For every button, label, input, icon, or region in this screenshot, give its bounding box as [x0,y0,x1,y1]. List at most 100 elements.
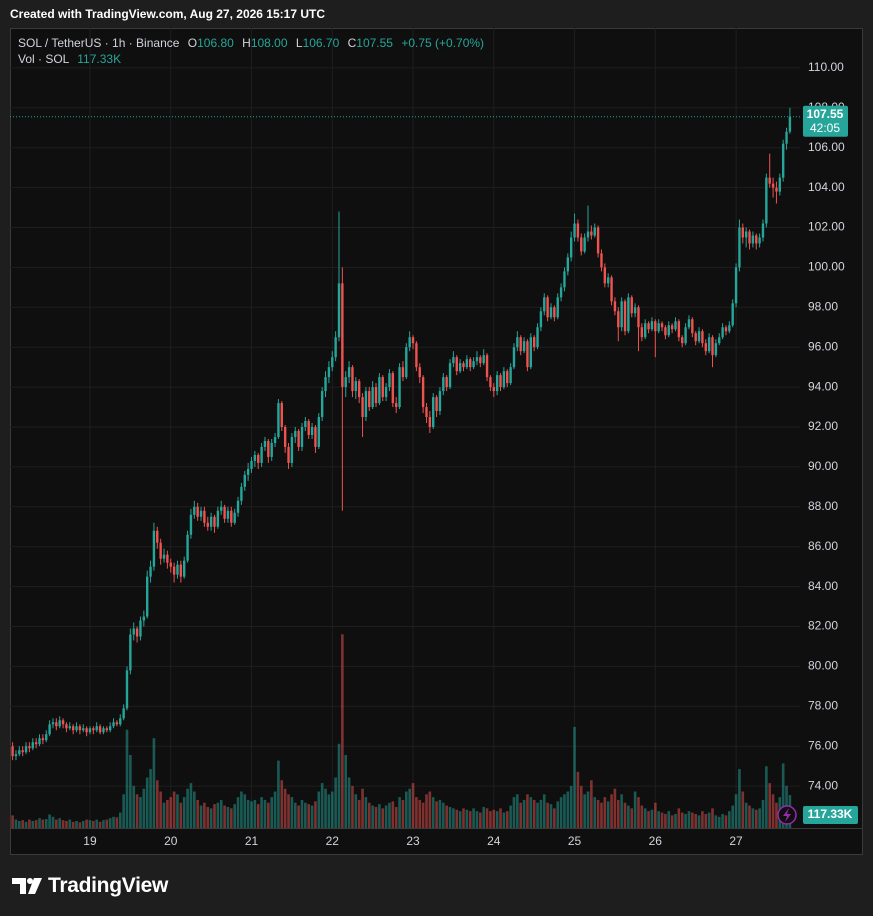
volume-bar [468,811,472,828]
volume-bar [293,802,297,828]
candle-body [287,446,290,463]
volume-bar [145,777,149,828]
candle-body [176,564,179,575]
candle-body [519,337,522,352]
x-tick-label: 25 [568,834,582,848]
candle-body [327,367,331,378]
volume-bar [775,802,778,828]
candle-body [38,738,41,745]
volume-bar [489,811,492,828]
volume-bar [573,726,576,828]
candle-body [724,327,728,332]
candle-body [193,506,196,515]
volume-bar [44,819,48,828]
volume-bar [71,821,75,828]
candle-body [105,728,109,731]
volume-bar [18,820,21,828]
y-tick-label: 92.00 [808,419,838,433]
volume-badge [803,806,858,824]
candle-body [283,427,287,447]
candle-body [734,267,738,304]
volume-bar [65,820,68,828]
volume-bar [324,788,327,828]
volume-bar [431,797,435,828]
volume-bar [263,799,267,828]
candle-body [260,446,263,463]
candle-body [374,387,378,404]
volume-bar [714,815,718,828]
volume-bar [304,802,307,828]
candle-body [351,367,354,392]
candle-body [115,722,119,725]
candle-body [556,297,559,318]
volume-bar [657,811,660,828]
volume-bar [330,791,334,828]
candle-body [731,303,734,326]
volume-bar [95,819,99,828]
candle-body [617,311,620,328]
volume-bar [539,799,543,828]
volume-bar [610,794,613,828]
volume-bar [381,808,385,828]
volume-bar [546,802,549,828]
volume-bar [479,812,482,828]
candle-body [220,506,223,511]
volume-bar [267,802,270,828]
volume-bar [240,791,243,828]
volume-bar [516,794,519,828]
volume-bar [357,799,361,828]
volume-bar [354,794,358,828]
legend-volume-row: Vol · SOL 117.33K [18,51,484,67]
candle-body [324,377,327,392]
candle-body [697,331,701,342]
candle-body [549,307,553,318]
candle-body [132,628,135,635]
y-tick-label: 86.00 [808,539,838,553]
volume-bar [320,783,324,828]
candle-body [152,530,156,567]
volume-bar [48,814,51,828]
candle-body [307,421,310,435]
candle-body [670,325,674,330]
candle-body [755,235,758,244]
candle-body [711,337,714,356]
volume-bar [442,802,445,828]
candle-body [674,321,677,330]
candle-body [569,237,573,258]
volume-bar [549,804,553,828]
volume-bar [522,799,526,828]
candle-body [34,742,38,745]
volume-bar [401,799,405,828]
volume-bar [166,799,169,828]
candle-body [384,387,388,398]
candle-body [704,343,707,352]
volume-bar [748,805,751,828]
candle-body [273,436,277,443]
candle-body [31,742,34,749]
candle-body [142,616,146,621]
y-tick-label: 74.00 [808,778,838,792]
volume-bar [465,809,469,828]
symbol: SOL / TetherUS · 1h · Binance [18,36,180,50]
volume-value: 117.33K [77,52,122,66]
volume-bar [623,802,627,828]
volume-bar [233,804,236,828]
countdown-label: 42:05 [810,121,840,135]
candle-body [543,297,546,312]
volume-bar [155,780,159,828]
volume-bar [569,785,573,828]
volume-bar [347,777,351,828]
candle-body [664,327,667,336]
volume-bar [223,805,226,828]
x-tick-label: 26 [649,834,663,848]
candle-body [687,319,691,328]
candle-body [603,267,607,284]
candle-body [317,417,321,447]
volume-bar [290,797,294,828]
y-tick-label: 96.00 [808,339,838,353]
candle-body [583,237,586,252]
volume-bar [176,794,179,828]
volume-bar [206,806,210,828]
